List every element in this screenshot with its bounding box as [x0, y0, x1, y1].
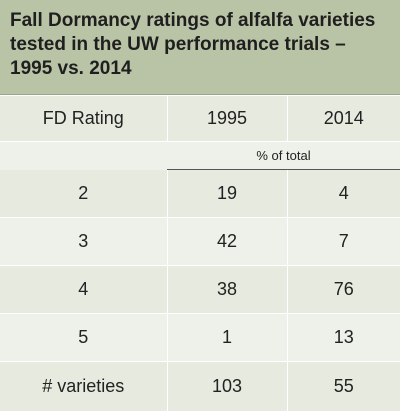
value-2014-cell: 4: [287, 170, 400, 218]
rating-cell: 3: [0, 218, 167, 266]
title-band: Fall Dormancy ratings of alfalfa varieti…: [0, 0, 400, 95]
value-1995-cell: 38: [167, 266, 287, 314]
unit-row-blank: [0, 142, 167, 170]
table-row: 2 19 4: [0, 170, 400, 218]
header-2014: 2014: [287, 96, 400, 142]
value-1995-cell: 42: [167, 218, 287, 266]
totals-row: # varieties 103 55: [0, 362, 400, 411]
rating-cell: 2: [0, 170, 167, 218]
total-1995-cell: 103: [167, 362, 287, 411]
fall-dormancy-table: FD Rating 1995 2014 % of total 2 19 4 3 …: [0, 96, 400, 411]
value-1995-cell: 1: [167, 314, 287, 362]
header-1995: 1995: [167, 96, 287, 142]
unit-row: % of total: [0, 142, 400, 170]
table-title: Fall Dormancy ratings of alfalfa varieti…: [10, 9, 390, 81]
value-1995-cell: 19: [167, 170, 287, 218]
table-row: 4 38 76: [0, 266, 400, 314]
table-row: 5 1 13: [0, 314, 400, 362]
rating-cell: 4: [0, 266, 167, 314]
total-2014-cell: 55: [287, 362, 400, 411]
unit-label: % of total: [167, 142, 400, 170]
totals-label: # varieties: [0, 362, 167, 411]
table-row: 3 42 7: [0, 218, 400, 266]
header-fd-rating: FD Rating: [0, 96, 167, 142]
rating-cell: 5: [0, 314, 167, 362]
value-2014-cell: 7: [287, 218, 400, 266]
value-2014-cell: 13: [287, 314, 400, 362]
value-2014-cell: 76: [287, 266, 400, 314]
header-row: FD Rating 1995 2014: [0, 96, 400, 142]
